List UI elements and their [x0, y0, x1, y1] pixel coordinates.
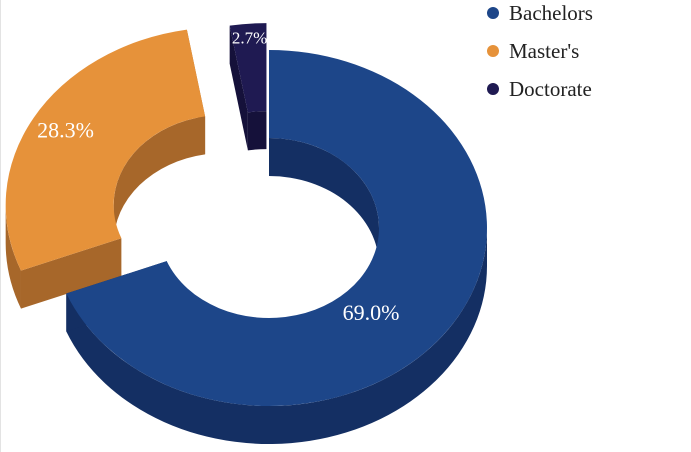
- legend: Bachelors Master's Doctorate: [487, 0, 593, 108]
- legend-label-doctorate: Doctorate: [509, 76, 592, 101]
- slice-bachelors-outer-wall: [66, 228, 487, 445]
- legend-label-bachelors: Bachelors: [509, 0, 593, 25]
- slice-masters-inner-wall: [113, 116, 206, 244]
- legend-label-masters: Master's: [509, 38, 580, 63]
- data-label-bachelors: 69.0%: [343, 300, 400, 325]
- slice-bachelors-inner-wall: [269, 138, 379, 266]
- slice-bachelors-top: [66, 50, 487, 406]
- legend-marker-masters: [487, 45, 499, 57]
- slice-doctorate-cut-start: [229, 25, 248, 151]
- data-label-doctorate: 2.7%: [232, 28, 267, 47]
- data-label-masters: 28.3%: [37, 118, 94, 143]
- slice-masters-top: [5, 29, 206, 271]
- slice-masters-outer-wall: [5, 205, 21, 309]
- slice-masters[interactable]: [5, 29, 206, 309]
- legend-item-masters[interactable]: Master's: [487, 32, 593, 70]
- legend-marker-bachelors: [487, 7, 499, 19]
- slice-doctorate[interactable]: [229, 23, 267, 151]
- slice-doctorate-inner-wall: [247, 111, 267, 151]
- slice-doctorate-top: [229, 23, 267, 113]
- slice-bachelors[interactable]: [66, 50, 487, 445]
- legend-item-doctorate[interactable]: Doctorate: [487, 70, 593, 108]
- legend-item-bachelors[interactable]: Bachelors: [487, 0, 593, 32]
- legend-marker-doctorate: [487, 83, 499, 95]
- slice-masters-cut-start: [20, 238, 122, 309]
